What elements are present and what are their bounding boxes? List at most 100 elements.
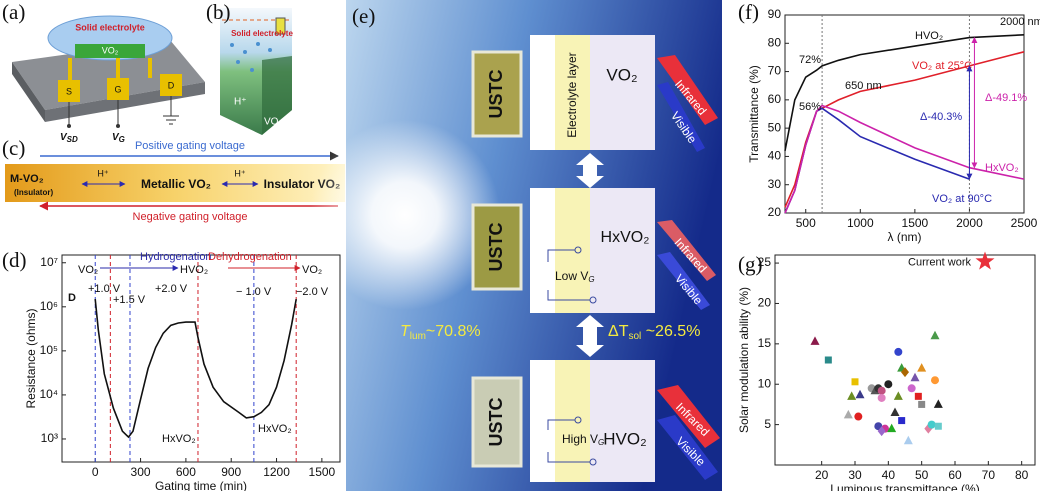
annotation: HxVO₂ — [162, 433, 196, 445]
x-tick-label: 2000 — [956, 216, 983, 230]
film-label: HxVO₂ — [601, 229, 650, 246]
subscript: lum — [410, 331, 426, 342]
sol-label: ΔTsol ~26.5% — [608, 323, 700, 341]
x-tick-label: 80 — [1015, 468, 1029, 482]
annotation: Δ-40.3% — [920, 111, 962, 123]
annotation: Δ-49.1% — [985, 92, 1027, 104]
point — [898, 417, 905, 424]
panel-e: (e) USTC Electrolyte layer VO₂ Infrared … — [310, 0, 722, 491]
plot-frame — [775, 255, 1035, 465]
y-tick-label: 20 — [758, 296, 772, 310]
x-axis-label: Luminous transmittance (%) — [830, 482, 979, 491]
point — [884, 380, 892, 388]
film-label: VO₂ — [606, 65, 637, 84]
channel-label: VO₂ — [264, 117, 282, 128]
phase-note: (Insulator) — [14, 188, 53, 197]
text: ΔT — [608, 323, 629, 340]
point — [904, 436, 913, 445]
point — [917, 363, 926, 372]
figure: (a) Solid electrolyte VO₂ S G D VSD VG (… — [0, 0, 1040, 491]
y-tick-label: 60 — [768, 92, 782, 106]
annotation: HxVO₂ — [258, 423, 292, 435]
line — [785, 52, 1024, 208]
x-tick-label: 0 — [92, 465, 99, 479]
point — [915, 393, 922, 400]
annotation: VO₂ — [302, 264, 322, 276]
voltage-label: VG — [112, 132, 125, 144]
point — [891, 408, 900, 417]
x-axis-label: λ (nm) — [888, 230, 922, 244]
subscript: sol — [628, 331, 641, 342]
y-tick-label: 10⁷ — [40, 255, 58, 269]
x-tick-label: 1500 — [309, 465, 336, 479]
y-axis-label: Transmittance (%) — [747, 65, 761, 163]
film-label: HVO₂ — [603, 429, 646, 448]
x-tick-label: 1200 — [263, 465, 290, 479]
x-axis-label: Gating time (min) — [155, 479, 247, 491]
annotation: −2.0 V — [296, 286, 329, 298]
x-tick-label: 1000 — [847, 216, 874, 230]
subscript: SD — [67, 135, 78, 144]
annotation: 2000 nm — [1000, 16, 1040, 28]
terminal — [116, 124, 120, 128]
point — [928, 421, 936, 429]
annotation: +2.0 V — [155, 283, 188, 295]
y-tick-label: 90 — [768, 7, 782, 21]
series-label: VO₂ at 25°C — [912, 60, 972, 72]
y-tick-label: 10⁴ — [39, 387, 58, 401]
pad-label: S — [66, 86, 72, 96]
x-tick-label: 60 — [948, 468, 962, 482]
electrolyte — [555, 360, 590, 482]
y-tick-label: 10 — [758, 376, 772, 390]
point — [856, 390, 865, 399]
annotation: 56% — [799, 101, 821, 113]
y-tick-label: 50 — [768, 120, 782, 134]
y-tick-label: 70 — [768, 64, 782, 78]
x-tick-label: 1500 — [902, 216, 929, 230]
panel-label: (c) — [2, 136, 25, 160]
y-tick-label: 20 — [768, 205, 782, 219]
x-tick-label: 900 — [221, 465, 241, 479]
annotation: D — [68, 292, 76, 304]
film — [590, 35, 655, 150]
x-tick-label: 300 — [131, 465, 151, 479]
annotation: VO₂ — [78, 264, 98, 276]
point — [878, 387, 886, 395]
proton-label: H⁺ — [234, 168, 245, 178]
panel-c: (c) Positive gating voltage M-VO₂ (Insul… — [2, 136, 345, 223]
point — [934, 399, 943, 408]
point — [894, 391, 903, 400]
subscript: G — [588, 275, 594, 284]
series-label: HVO₂ — [915, 30, 943, 42]
panel-a: (a) Solid electrolyte VO₂ S G D VSD VG — [2, 0, 205, 144]
point — [911, 373, 920, 382]
annotation: Dehydrogenation — [208, 251, 292, 263]
text: ~26.5% — [641, 323, 700, 340]
electrolyte-label: Solid electrolyte — [231, 29, 293, 38]
y-tick-label: 25 — [758, 255, 772, 269]
x-tick-label: 70 — [982, 468, 996, 482]
proton-label: H⁺ — [234, 97, 247, 108]
x-tick-label: 20 — [815, 468, 829, 482]
panel-label: (f) — [738, 0, 759, 24]
y-axis-label: Solar modulation ability (%) — [737, 287, 751, 433]
channel-label: VO₂ — [102, 45, 119, 55]
point — [918, 401, 925, 408]
proton-label: H⁺ — [97, 168, 108, 178]
y-tick-label: 40 — [768, 149, 782, 163]
panel-label: (b) — [206, 0, 231, 24]
highlight-point — [976, 252, 995, 270]
highlight-label: Current work — [908, 256, 971, 268]
line — [95, 299, 296, 437]
positive-label: Positive gating voltage — [135, 140, 245, 152]
y-axis-label: Resistance (ohms) — [24, 308, 38, 408]
point — [878, 394, 886, 402]
logo: USTC — [486, 70, 506, 119]
x-tick-label: 50 — [915, 468, 929, 482]
pad-label: D — [168, 80, 175, 90]
series-label: VO₂ at 90°C — [932, 193, 992, 205]
logo: USTC — [486, 223, 506, 272]
panel-label: (a) — [2, 0, 25, 24]
y-tick-label: 10⁵ — [40, 343, 58, 357]
terminal — [67, 124, 71, 128]
